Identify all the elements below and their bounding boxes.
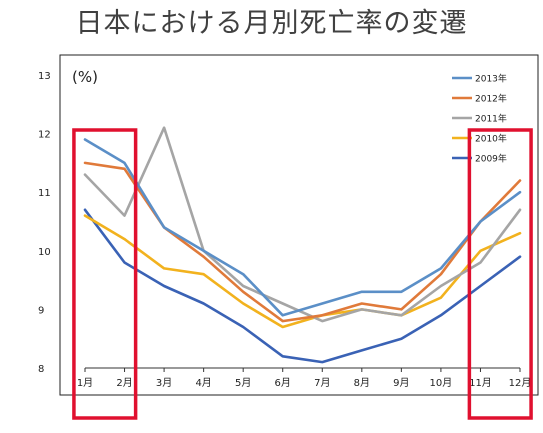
- legend-label: 2013年: [475, 73, 507, 85]
- series-line-2009年: [83, 208, 522, 364]
- chart-title: 日本における月別死亡率の変遷: [75, 8, 468, 39]
- y-tick-label: 11: [38, 188, 51, 199]
- legend: 2013年 2012年 2011年 2010年 2009年: [452, 73, 507, 165]
- legend-label: 2011年: [475, 113, 507, 125]
- series-line-2010年: [83, 214, 522, 329]
- y-tick-label: 13: [38, 71, 51, 82]
- x-tick-label: 1月: [77, 377, 93, 389]
- legend-label: 2012年: [475, 93, 507, 105]
- series-line-2013年: [83, 138, 522, 317]
- y-tick-label: 12: [38, 130, 51, 141]
- y-tick-label: 8: [38, 364, 44, 375]
- highlight-layer: [72, 128, 533, 420]
- axis-layer: (%) 8 9 10 11 12 13 1月 2月 3月 4月 5月 6月 7月 8月 9月 10月 11月 12月: [38, 68, 531, 389]
- x-tick-label: 2月: [116, 377, 132, 389]
- highlight-box-1: [467, 128, 533, 420]
- series-line-2012年: [83, 161, 522, 323]
- highlight-box-0: [72, 128, 138, 420]
- x-tick-label: 6月: [275, 377, 291, 389]
- series-layer: [83, 126, 522, 364]
- x-tick-label: 9月: [393, 377, 409, 389]
- plot-frame: [59, 54, 539, 396]
- y-tick-label: 10: [38, 247, 51, 258]
- x-tick-label: 5月: [235, 377, 251, 389]
- x-tick-label: 10月: [430, 377, 453, 389]
- x-tick-label: 7月: [314, 377, 330, 389]
- x-tick-label: 12月: [509, 377, 532, 389]
- legend-label: 2009年: [475, 153, 507, 165]
- y-tick-label: 9: [38, 305, 44, 316]
- series-line-2011年: [83, 126, 522, 323]
- y-unit-label: (%): [72, 68, 98, 86]
- legend-label: 2010年: [475, 133, 507, 145]
- x-tick-label: 11月: [469, 377, 492, 389]
- x-tick-label: 4月: [195, 377, 211, 389]
- x-tick-label: 8月: [354, 377, 370, 389]
- x-tick-label: 3月: [156, 377, 172, 389]
